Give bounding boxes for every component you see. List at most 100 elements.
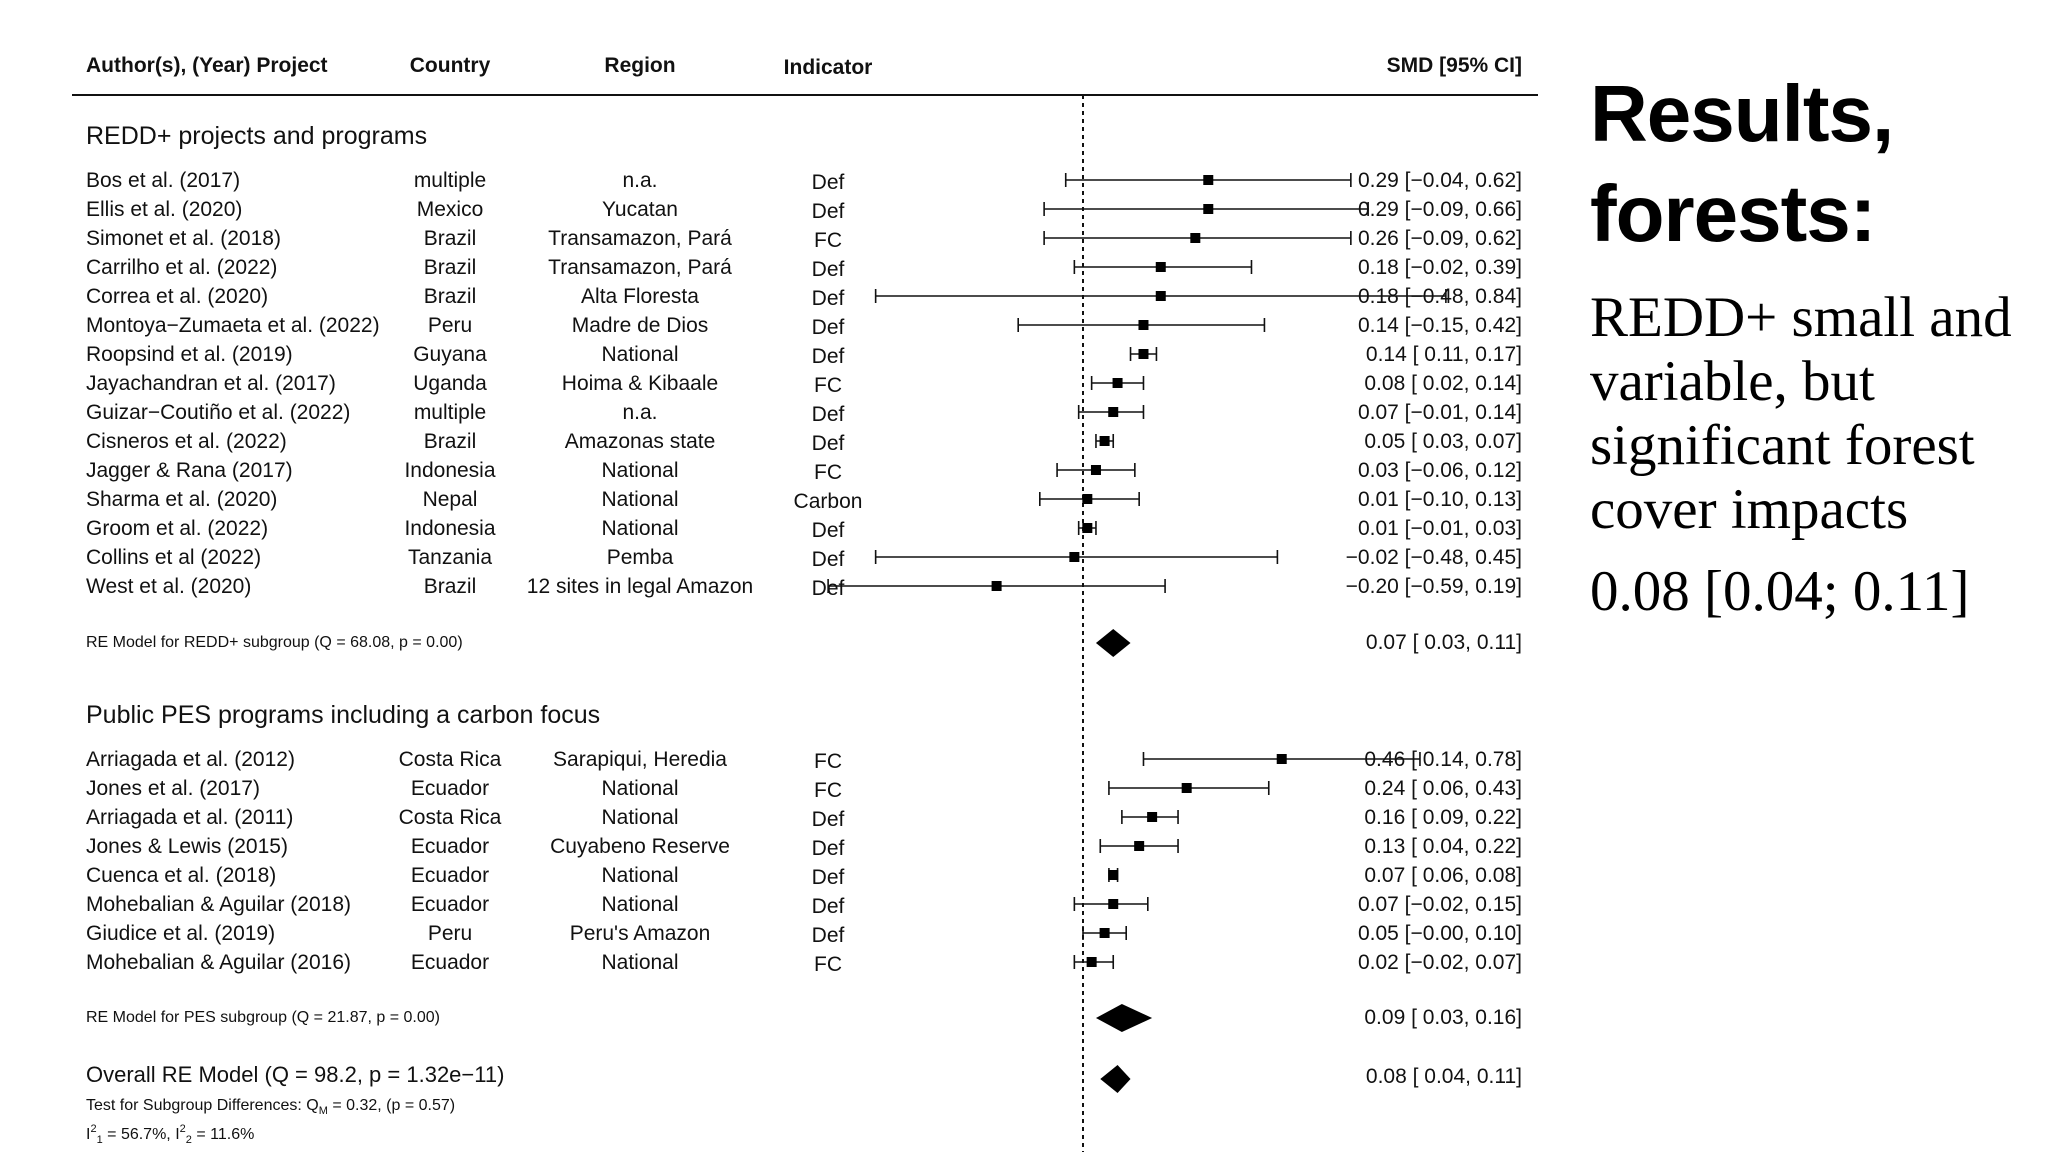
study-estimate: 0.14 [−0.15, 0.42] <box>1358 314 1522 337</box>
point-estimate <box>1099 928 1110 938</box>
point-estimate <box>1147 812 1158 822</box>
study-author: Ellis et al. (2020) <box>86 198 242 221</box>
study-estimate: 0.29 [−0.04, 0.62] <box>1358 169 1522 192</box>
study-estimate: 0.18 [−0.02, 0.39] <box>1358 256 1522 279</box>
study-region: Transamazon, Pará <box>548 227 732 250</box>
study-indicator: Def <box>812 895 845 918</box>
point-estimate <box>1099 436 1110 446</box>
study-country: Ecuador <box>411 835 489 858</box>
column-header-indicator: Indicator <box>784 56 873 79</box>
study-author: Groom et al. (2022) <box>86 517 268 540</box>
study-estimate: 0.16 [ 0.09, 0.22] <box>1364 806 1522 829</box>
point-estimate <box>1108 870 1119 880</box>
group-summary-estimate-redd: 0.07 [ 0.03, 0.11] <box>1366 631 1522 654</box>
study-author: Montoya−Zumaeta et al. (2022) <box>86 314 380 337</box>
point-estimate <box>1108 407 1119 417</box>
study-country: Brazil <box>424 430 477 453</box>
point-estimate <box>1203 204 1214 214</box>
column-header-estimate: SMD [95% CI] <box>1387 54 1522 77</box>
study-region: Hoima & Kibaale <box>562 372 718 395</box>
study-indicator: Def <box>812 808 845 831</box>
study-indicator: Def <box>812 519 845 542</box>
study-indicator: FC <box>814 750 842 773</box>
study-country: Brazil <box>424 256 477 279</box>
overall-diamond <box>1100 1065 1131 1093</box>
point-estimate <box>1134 841 1145 851</box>
point-estimate <box>991 581 1002 591</box>
study-author: Jayachandran et al. (2017) <box>86 372 336 395</box>
study-country: Peru <box>428 922 472 945</box>
slide-title: Results, forests: <box>1590 64 2040 264</box>
point-estimate <box>1090 465 1101 475</box>
study-region: National <box>601 517 678 540</box>
study-region: n.a. <box>622 169 657 192</box>
study-country: Ecuador <box>411 893 489 916</box>
study-country: Peru <box>428 314 472 337</box>
study-indicator: Def <box>812 316 845 339</box>
point-estimate <box>1069 552 1080 562</box>
group-label-pes: Public PES programs including a carbon f… <box>86 701 600 729</box>
study-indicator: FC <box>814 461 842 484</box>
study-indicator: Def <box>812 345 845 368</box>
group-summary-label-redd: RE Model for REDD+ subgroup (Q = 68.08, … <box>86 634 463 651</box>
study-author: Jagger & Rana (2017) <box>86 459 293 482</box>
study-region: National <box>601 488 678 511</box>
study-country: Brazil <box>424 285 477 308</box>
study-estimate: 0.05 [−0.00, 0.10] <box>1358 922 1522 945</box>
study-indicator: Carbon <box>794 490 863 513</box>
study-indicator: FC <box>814 779 842 802</box>
study-estimate: 0.07 [−0.02, 0.15] <box>1358 893 1522 916</box>
study-indicator: FC <box>814 953 842 976</box>
study-region: National <box>601 893 678 916</box>
group-label-redd: REDD+ projects and programs <box>86 122 427 150</box>
study-indicator: Def <box>812 200 845 223</box>
study-author: Mohebalian & Aguilar (2016) <box>86 951 351 974</box>
point-estimate <box>1203 175 1214 185</box>
summary-diamond-redd <box>1095 629 1131 657</box>
study-author: Arriagada et al. (2012) <box>86 748 295 771</box>
study-country: Nepal <box>423 488 478 511</box>
study-author: Cuenca et al. (2018) <box>86 864 276 887</box>
study-indicator: FC <box>814 229 842 252</box>
point-estimate <box>1082 523 1093 533</box>
study-region: Amazonas state <box>565 430 716 453</box>
slide-title-line-2: forests: <box>1590 169 1876 258</box>
column-header-author: Author(s), (Year) Project <box>86 54 328 77</box>
study-country: Guyana <box>413 343 487 366</box>
study-country: Uganda <box>413 372 487 395</box>
point-estimate <box>1082 494 1093 504</box>
study-author: Collins et al (2022) <box>86 546 261 569</box>
study-country: Ecuador <box>411 777 489 800</box>
point-estimate <box>1155 262 1166 272</box>
study-country: Brazil <box>424 227 477 250</box>
study-indicator: Def <box>812 258 845 281</box>
group-summary-estimate-pes: 0.09 [ 0.03, 0.16] <box>1364 1006 1522 1029</box>
study-region: National <box>601 459 678 482</box>
study-country: Ecuador <box>411 864 489 887</box>
study-region: Madre de Dios <box>572 314 709 337</box>
study-author: Mohebalian & Aguilar (2018) <box>86 893 351 916</box>
footnote-i-squared: I21 = 56.7%, I22 = 11.6% <box>86 1123 254 1146</box>
study-country: Ecuador <box>411 951 489 974</box>
study-country: Indonesia <box>404 459 495 482</box>
study-author: Jones & Lewis (2015) <box>86 835 288 858</box>
footnote-subgroup-test: Test for Subgroup Differences: QM = 0.32… <box>86 1097 455 1117</box>
study-indicator: Def <box>812 403 845 426</box>
study-region: Peru's Amazon <box>570 922 711 945</box>
study-estimate: 0.26 [−0.09, 0.62] <box>1358 227 1522 250</box>
study-estimate: 0.08 [ 0.02, 0.14] <box>1364 372 1522 395</box>
study-country: Tanzania <box>408 546 492 569</box>
study-region: National <box>601 777 678 800</box>
summary-diamond-pes <box>1095 1004 1153 1032</box>
study-region: Yucatan <box>602 198 678 221</box>
study-region: Transamazon, Pará <box>548 256 732 279</box>
study-indicator: Def <box>812 866 845 889</box>
forest-plot: Author(s), (Year) Project Country Region In… <box>72 54 1538 1152</box>
point-estimate <box>1108 899 1119 909</box>
study-indicator: FC <box>814 374 842 397</box>
study-country: multiple <box>414 401 486 424</box>
study-indicator: Def <box>812 432 845 455</box>
overall-label: Overall RE Model (Q = 98.2, p = 1.32e−11… <box>86 1062 504 1087</box>
study-country: Mexico <box>417 198 484 221</box>
study-region: National <box>601 864 678 887</box>
